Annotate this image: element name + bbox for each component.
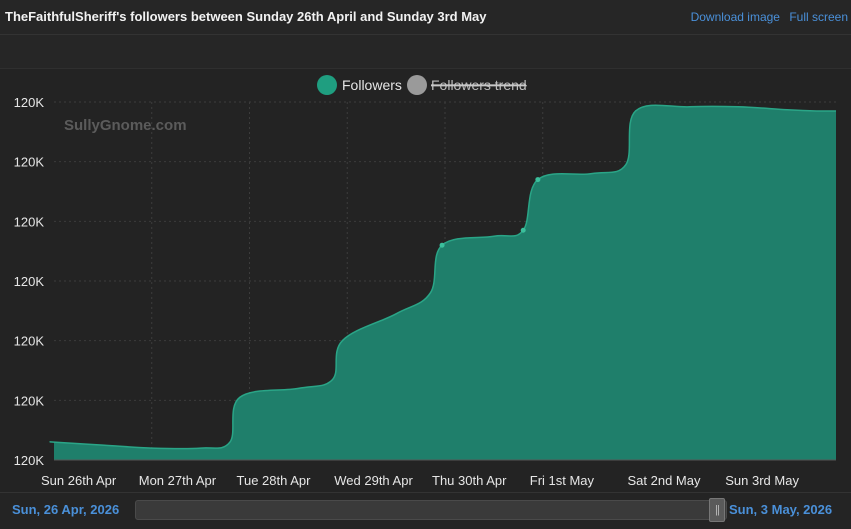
- chart-header: TheFaithfulSheriff's followers between S…: [0, 0, 851, 35]
- y-tick-label: 120K: [14, 453, 45, 468]
- x-tick-label: Thu 30th Apr: [432, 473, 507, 488]
- data-point: [520, 227, 526, 233]
- download-image-link[interactable]: Download image: [690, 10, 780, 24]
- data-point: [535, 177, 541, 183]
- date-range-footer: Sun, 26 Apr, 2026 || Sun, 3 May, 2026: [0, 492, 851, 529]
- x-tick-label: Fri 1st May: [530, 473, 595, 488]
- y-tick-label: 120K: [14, 95, 45, 110]
- watermark: SullyGnome.com: [64, 117, 187, 134]
- range-slider-handle[interactable]: ||: [709, 498, 725, 522]
- legend-followers-swatch[interactable]: [317, 75, 337, 95]
- full-screen-link[interactable]: Full screen: [789, 10, 848, 24]
- data-point: [439, 242, 445, 248]
- chart-container: 120K 120K 120K 120K 120K 120K 120K Sun 26th Apr…: [0, 69, 851, 492]
- page-title: TheFaithfulSheriff's followers between S…: [5, 9, 487, 24]
- toolbar-band: [0, 35, 851, 69]
- legend-followers-label[interactable]: Followers: [342, 77, 402, 93]
- x-tick-label: Tue 28th Apr: [237, 473, 312, 488]
- y-tick-label: 120K: [14, 274, 45, 289]
- followers-chart: 120K 120K 120K 120K 120K 120K 120K Sun 26th Apr…: [14, 75, 837, 488]
- range-slider-track[interactable]: [135, 500, 727, 520]
- y-tick-label: 120K: [14, 334, 45, 349]
- x-tick-label: Wed 29th Apr: [334, 473, 413, 488]
- x-tick-label: Sun 26th Apr: [41, 473, 117, 488]
- x-tick-label: Sat 2nd May: [628, 473, 701, 488]
- followers-series-line: [49, 104, 837, 450]
- x-tick-label: Sun 3rd May: [725, 473, 799, 488]
- end-date-label[interactable]: Sun, 3 May, 2026: [729, 502, 833, 517]
- start-date-label[interactable]: Sun, 26 Apr, 2026: [12, 502, 120, 517]
- y-tick-label: 120K: [14, 155, 45, 170]
- followers-area: [50, 105, 836, 461]
- legend-trend-swatch[interactable]: [407, 75, 427, 95]
- x-tick-label: Mon 27th Apr: [139, 473, 217, 488]
- y-tick-label: 120K: [14, 214, 45, 229]
- y-tick-label: 120K: [14, 393, 45, 408]
- header-links: Download image Full screen: [685, 10, 848, 24]
